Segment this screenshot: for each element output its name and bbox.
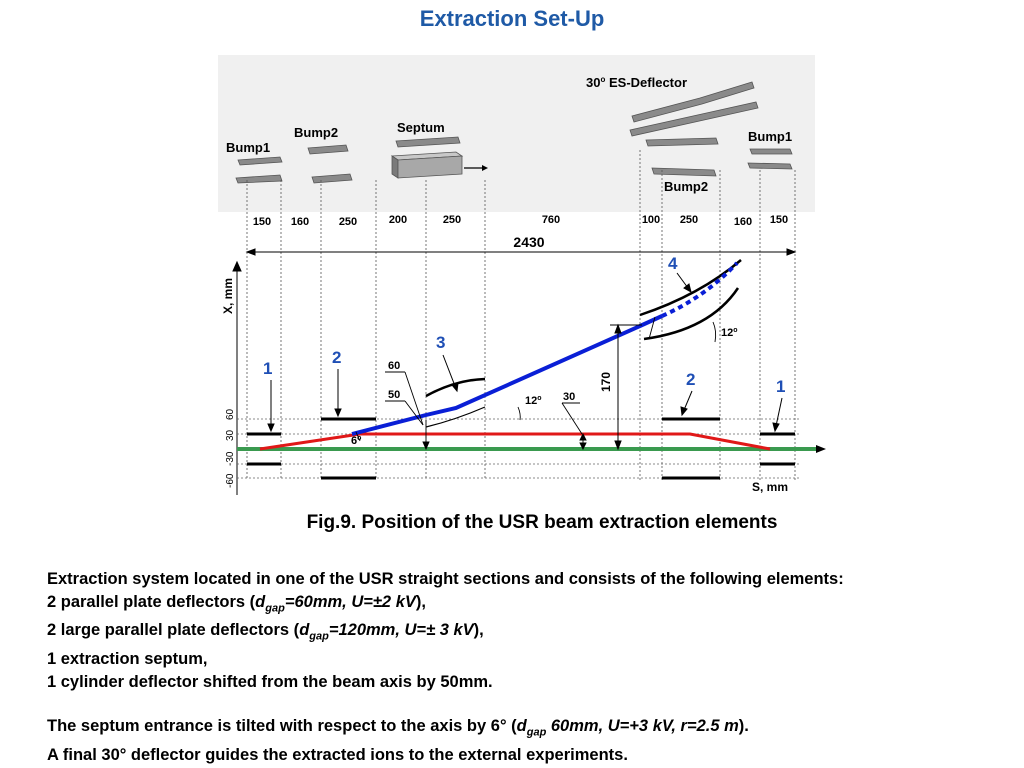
total-length-label: 2430: [513, 234, 544, 250]
extraction-diagram: Bump1 Bump2 Septum 30o ES-Deflector Bump…: [218, 55, 826, 495]
label-septum: Septum: [397, 120, 445, 135]
extracted-beam-dotted: [661, 261, 739, 318]
plates: [247, 417, 795, 480]
seg-250-right: 250: [680, 214, 698, 226]
segment-lengths: 150 160 250 200 250 760 100 250 160 150: [253, 214, 788, 228]
seg-250-mid: 250: [443, 214, 461, 226]
label-170: 170: [599, 372, 613, 392]
seg-160-left: 160: [291, 216, 309, 228]
cylinder-deflector-lower: [425, 406, 486, 428]
number-pointers: [267, 272, 783, 433]
seg-760: 760: [542, 214, 560, 226]
s-axis-label: S, mm: [752, 480, 788, 494]
tick-30: 30: [225, 429, 236, 441]
body-text: Extraction system located in one of the …: [47, 568, 844, 766]
seg-100: 100: [642, 214, 660, 226]
tick-60: 60: [225, 408, 236, 420]
tick-minus30: -30: [225, 451, 236, 466]
tick-minus60: -60: [225, 473, 236, 488]
dimension-170: [610, 323, 642, 451]
element-numbers: 1 2 3 4 2 1: [263, 254, 785, 396]
element-number-2-left: 2: [332, 348, 341, 367]
angle-6-mark: [355, 431, 361, 442]
body-line-4: 1 cylinder deflector shifted from the be…: [47, 672, 493, 691]
figure-caption: Fig.9. Position of the USR beam extracti…: [306, 512, 778, 533]
es-deflector-upper: [639, 259, 742, 317]
bumped-orbit: [259, 432, 771, 451]
total-length-dimension: [245, 248, 797, 256]
es-deflector-lower: [643, 287, 740, 341]
angle-12-arc-right: [712, 321, 717, 343]
body-line-3: 1 extraction septum,: [47, 650, 208, 669]
body-line-5: The septum entrance is tilted with respe…: [47, 717, 749, 739]
seg-200: 200: [389, 214, 407, 226]
body-line-1: 2 parallel plate deflectors (dgap=60mm, …: [47, 592, 426, 614]
label-bump2-right: Bump2: [664, 179, 708, 194]
element-number-2-right: 2: [686, 370, 695, 389]
seg-150-left: 150: [253, 216, 271, 228]
extracted-beam: [351, 314, 663, 436]
bump1-left-3d: [235, 156, 283, 184]
body-line-6: A final 30° deflector guides the extract…: [47, 745, 628, 764]
x-axis: [232, 260, 242, 495]
body-intro: Extraction system located in one of the …: [47, 570, 844, 588]
body-line-2: 2 large parallel plate deflectors (dgap=…: [47, 621, 484, 643]
es-deflector-3d: [629, 81, 759, 177]
seg-160-right: 160: [734, 216, 752, 228]
septum-3d: [390, 136, 488, 179]
x-axis-label: X, mm: [221, 278, 235, 314]
element-number-1-right: 1: [776, 377, 785, 396]
label-bump1-right: Bump1: [748, 129, 792, 144]
render-panel: [218, 55, 815, 212]
label-6: 6o: [351, 435, 361, 447]
label-50: 50: [388, 389, 400, 401]
element-number-3: 3: [436, 333, 445, 352]
small-dimensions: [385, 316, 656, 451]
label-bump1-left: Bump1: [226, 140, 270, 155]
seg-250-left: 250: [339, 216, 357, 228]
bump1-right-3d: [747, 148, 793, 170]
label-12-left: 12o: [525, 395, 542, 407]
label-bump2-left: Bump2: [294, 125, 338, 140]
slide-title: Extraction Set-Up: [419, 6, 605, 31]
bump2-left-3d: [307, 144, 353, 184]
label-12-right: 12o: [721, 327, 738, 339]
label-60: 60: [388, 360, 400, 372]
angle-12-arc-left: [517, 406, 521, 421]
s-axis-arrow: [816, 445, 826, 453]
x-tick-labels: 60 30 30 -30 -60: [225, 408, 236, 488]
label-es-deflector: 30o ES-Deflector: [586, 75, 687, 90]
label-30: 30: [563, 391, 575, 403]
seg-150-right: 150: [770, 214, 788, 226]
element-number-4: 4: [668, 254, 678, 273]
element-number-1-left: 1: [263, 359, 272, 378]
